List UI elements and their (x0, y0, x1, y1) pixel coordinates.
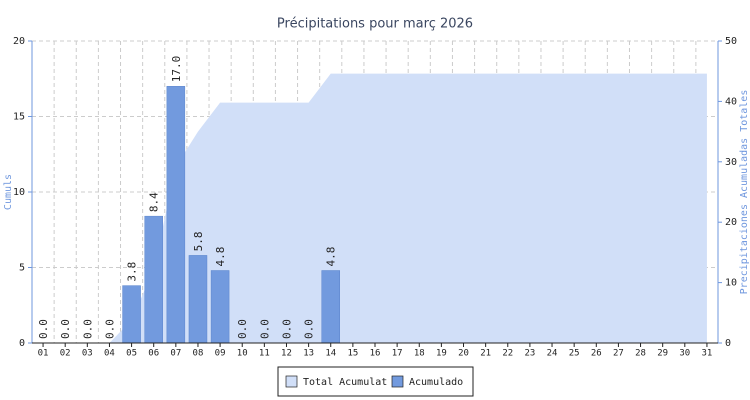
area (43, 73, 707, 343)
legend-label: Total Acumulat (303, 377, 387, 388)
value-label: 0.0 (258, 319, 271, 339)
value-label: 0.0 (37, 319, 50, 339)
x-tick-label: 31 (702, 349, 713, 359)
x-tick-label: 22 (502, 349, 513, 359)
bar (122, 285, 141, 344)
y2-tick-label: 20 (725, 217, 737, 228)
y2-tick-label: 0 (725, 338, 731, 349)
bar (166, 86, 186, 344)
x-tick-label: 07 (170, 349, 181, 359)
x-tick-label: 01 (38, 349, 49, 359)
value-label: 4.8 (325, 247, 338, 267)
value-label: 0.0 (59, 319, 72, 339)
x-tick-label: 21 (480, 349, 491, 359)
x-tick-label: 05 (126, 349, 137, 359)
bar (144, 215, 163, 344)
value-label: 3.8 (126, 262, 139, 282)
x-tick-label: 16 (370, 349, 381, 359)
y2-tick-label: 10 (725, 278, 737, 289)
x-tick-label: 14 (325, 349, 336, 359)
value-label: 0.0 (280, 319, 293, 339)
x-tick-label: 23 (524, 349, 535, 359)
value-label: 0.0 (81, 319, 94, 339)
x-tick-label: 19 (436, 349, 447, 359)
x-tick-label: 10 (237, 349, 248, 359)
x-tick-label: 30 (679, 349, 690, 359)
y-tick-label: 5 (19, 263, 25, 274)
bar (321, 270, 340, 344)
chart-title: Précipitations pour març 2026 (277, 17, 473, 32)
y2-tick-label: 30 (725, 157, 737, 168)
value-label: 4.8 (214, 247, 227, 267)
x-tick-label: 27 (613, 349, 624, 359)
legend-box (277, 366, 474, 397)
x-tick-label: 15 (347, 349, 358, 359)
x-tick-label: 03 (82, 349, 93, 359)
bar (188, 255, 208, 344)
x-tick-label: 28 (635, 349, 646, 359)
y-axis-title: Cumuls (3, 174, 14, 210)
y-tick-label: 10 (13, 187, 25, 198)
x-tick-label: 17 (392, 349, 403, 359)
x-tick-label: 24 (547, 349, 558, 359)
x-tick-label: 18 (414, 349, 425, 359)
legend-swatch (285, 375, 298, 388)
legend-swatch (391, 375, 404, 388)
x-tick-label: 12 (281, 349, 292, 359)
x-tick-label: 09 (215, 349, 226, 359)
x-tick-label: 26 (591, 349, 602, 359)
x-tick-label: 29 (657, 349, 668, 359)
x-tick-label: 25 (569, 349, 580, 359)
y2-tick-label: 40 (725, 96, 737, 107)
y2-axis-title: Precipitaciones Acumuladas Totales (739, 90, 750, 295)
y-tick-label: 15 (13, 112, 25, 123)
x-tick-label: 04 (104, 349, 115, 359)
value-label: 5.8 (192, 232, 205, 252)
y-tick-label: 0 (19, 338, 25, 349)
value-label: 0.0 (303, 319, 316, 339)
x-tick-label: 13 (303, 349, 314, 359)
y-tick-label: 20 (13, 36, 25, 47)
x-tick-label: 11 (259, 349, 270, 359)
x-tick-label: 20 (458, 349, 469, 359)
x-tick-label: 08 (193, 349, 204, 359)
x-tick-label: 06 (148, 349, 159, 359)
legend-label: Acumulado (409, 377, 463, 388)
value-label: 8.4 (148, 192, 161, 212)
bar (210, 270, 230, 344)
y2-tick-label: 50 (725, 36, 737, 47)
value-label: 0.0 (236, 319, 249, 339)
value-label: 0.0 (103, 319, 116, 339)
x-tick-label: 02 (60, 349, 71, 359)
value-label: 17.0 (170, 56, 183, 83)
